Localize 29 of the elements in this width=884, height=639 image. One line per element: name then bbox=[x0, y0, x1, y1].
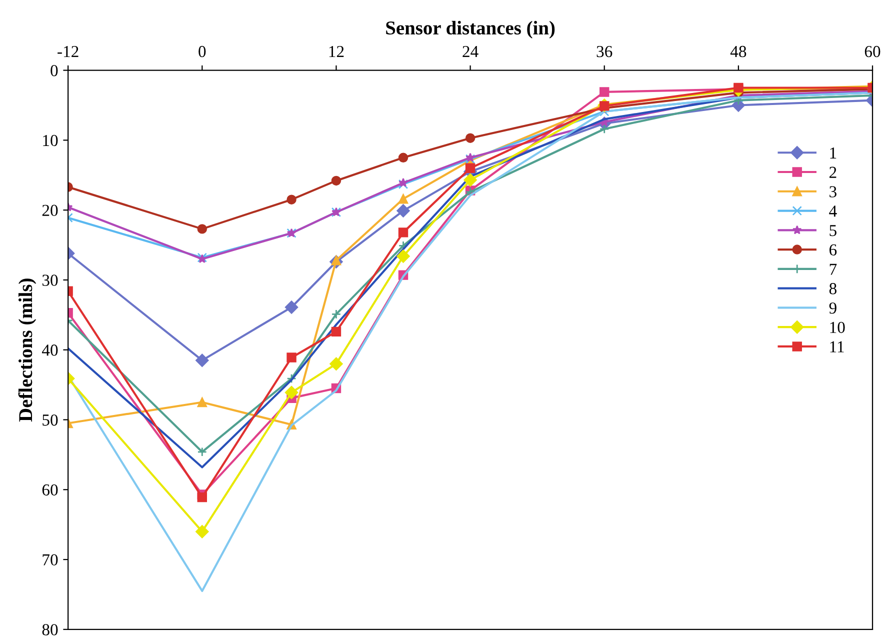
y-tick-label: 0 bbox=[50, 64, 58, 76]
y-tick-label: 10 bbox=[43, 134, 58, 146]
y-tick-label: 30 bbox=[42, 274, 58, 286]
y-tick-label: 70 bbox=[42, 554, 58, 566]
x-tick-label: 36 bbox=[596, 46, 612, 58]
legend-label: 5 bbox=[830, 225, 836, 236]
y-tick-label: 20 bbox=[42, 204, 58, 216]
legend-label: 11 bbox=[830, 341, 844, 352]
y-tick-label: 40 bbox=[42, 344, 58, 356]
y-axis-title: Deflections (mils) bbox=[18, 278, 36, 422]
x-tick-label: 24 bbox=[462, 46, 478, 58]
legend-label: 4 bbox=[829, 206, 837, 217]
y-tick-label: 80 bbox=[42, 624, 58, 636]
x-tick-label: 0 bbox=[198, 46, 206, 58]
x-tick-label: 48 bbox=[730, 46, 746, 58]
x-tick-label: -12 bbox=[58, 46, 78, 58]
y-tick-label: 60 bbox=[42, 484, 58, 496]
legend-label: 2 bbox=[830, 166, 836, 178]
y-tick-label: 50 bbox=[42, 414, 58, 426]
x-tick-label: 60 bbox=[864, 46, 880, 58]
legend-label: 9 bbox=[829, 302, 836, 314]
legend-label: 1 bbox=[830, 147, 836, 158]
legend-label: 7 bbox=[830, 264, 837, 275]
legend-label: 10 bbox=[830, 322, 845, 334]
x-tick-label: 12 bbox=[329, 46, 344, 58]
legend-label: 3 bbox=[830, 186, 836, 198]
legend-label: 8 bbox=[829, 283, 836, 294]
legend-label: 6 bbox=[829, 244, 837, 256]
x-axis-title: Sensor distances (in) bbox=[386, 20, 555, 38]
